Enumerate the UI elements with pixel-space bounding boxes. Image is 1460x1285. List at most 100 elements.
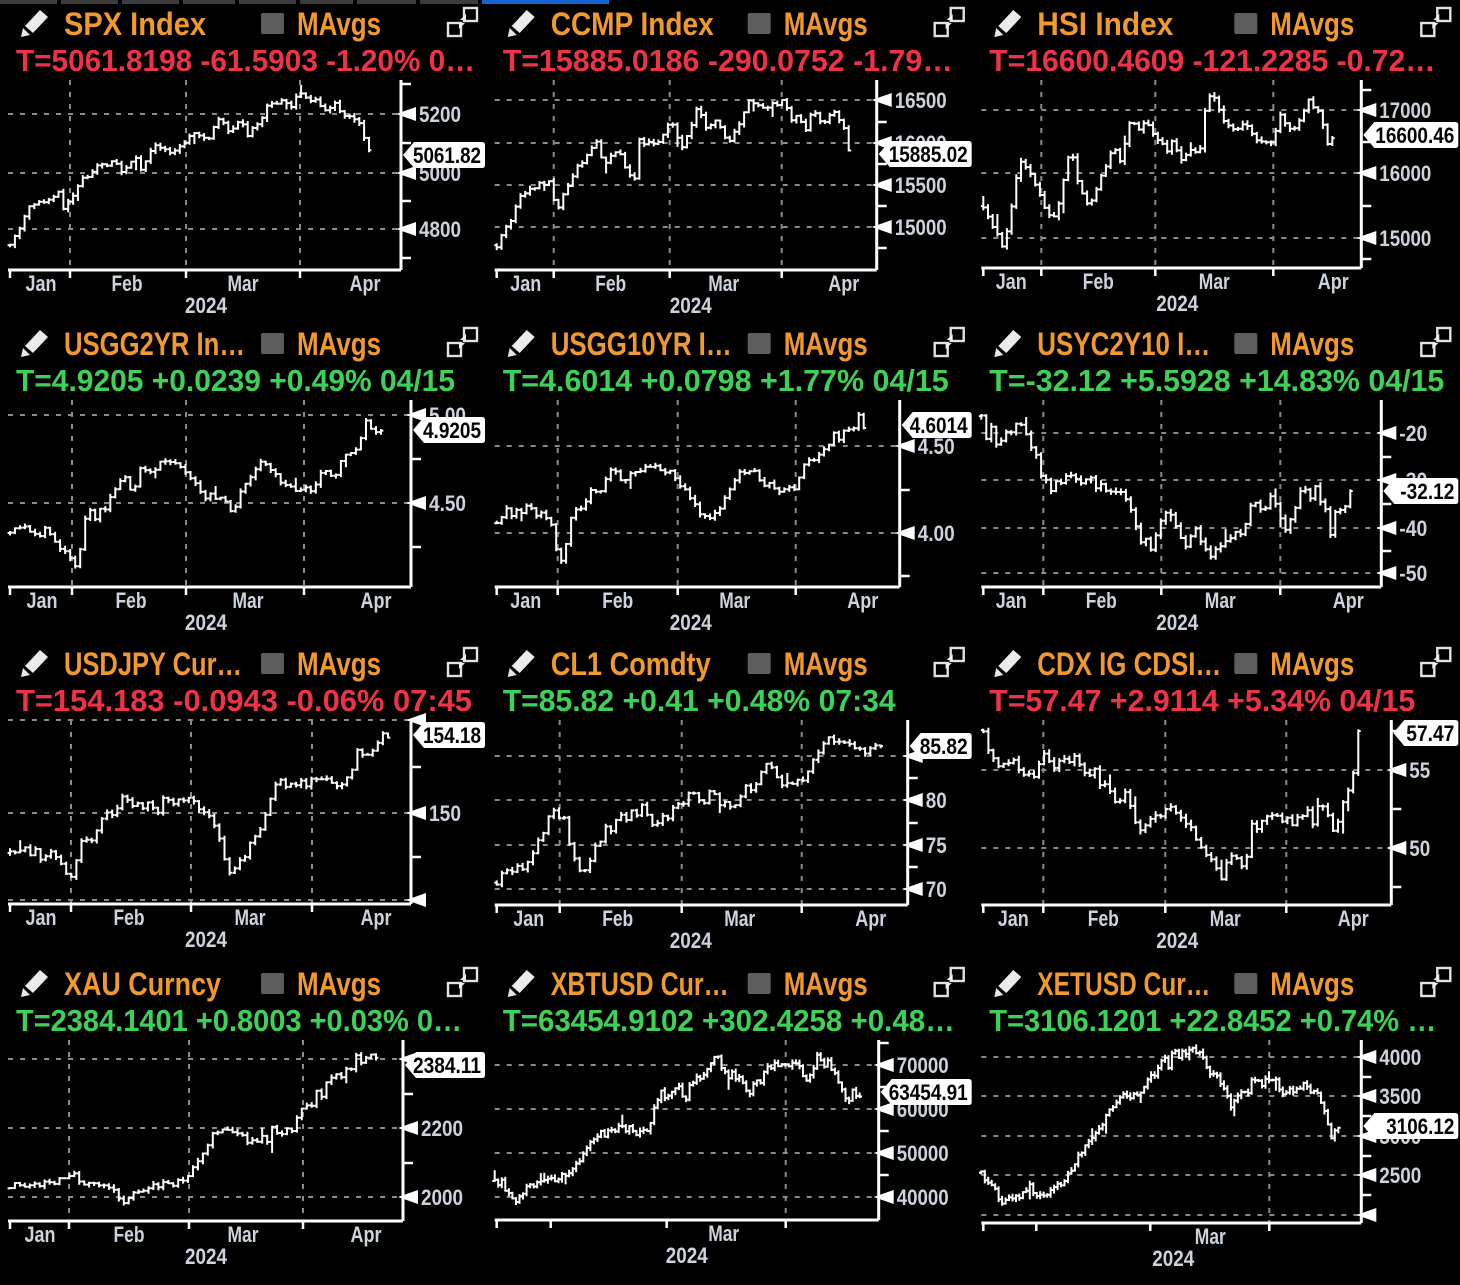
svg-text:2024: 2024 — [185, 927, 228, 952]
svg-text:4800: 4800 — [419, 217, 461, 242]
svg-text:T=85.82 +0.41 +0.48% 07:34: T=85.82 +0.41 +0.48% 07:34 — [503, 683, 897, 718]
svg-text:2024: 2024 — [670, 928, 713, 953]
svg-text:Jan: Jan — [996, 269, 1027, 294]
svg-text:MAvgs: MAvgs — [784, 326, 868, 362]
svg-text:Jan: Jan — [513, 906, 544, 931]
svg-text:-32.12: -32.12 — [1400, 479, 1454, 504]
svg-text:150: 150 — [429, 801, 461, 826]
svg-text:Apr: Apr — [350, 271, 381, 296]
svg-text:2500: 2500 — [1379, 1163, 1421, 1188]
svg-text:2024: 2024 — [1156, 928, 1199, 953]
svg-text:T=5061.8198 -61.5903 -1.20% 0…: T=5061.8198 -61.5903 -1.20% 0… — [16, 43, 475, 78]
svg-text:Apr: Apr — [361, 905, 392, 930]
svg-text:Jan: Jan — [996, 588, 1027, 613]
svg-text:70000: 70000 — [897, 1053, 949, 1078]
svg-text:XBTUSD Cur…: XBTUSD Cur… — [551, 966, 729, 1002]
svg-text:Apr: Apr — [847, 588, 878, 613]
svg-text:Mar: Mar — [228, 1222, 259, 1247]
svg-text:15000: 15000 — [1379, 226, 1431, 251]
svg-text:Feb: Feb — [114, 1222, 145, 1247]
svg-text:Jan: Jan — [26, 271, 57, 296]
svg-text:70: 70 — [926, 877, 947, 902]
svg-text:63454.91: 63454.91 — [889, 1080, 968, 1105]
svg-text:80: 80 — [926, 788, 947, 813]
svg-text:Apr: Apr — [1338, 906, 1369, 931]
svg-text:CDX IG CDSI…: CDX IG CDSI… — [1037, 646, 1221, 682]
svg-text:USDJPY Cur…: USDJPY Cur… — [64, 646, 242, 682]
svg-text:4000: 4000 — [1379, 1045, 1421, 1070]
svg-text:MAvgs: MAvgs — [297, 646, 381, 682]
svg-text:Feb: Feb — [595, 271, 626, 296]
svg-text:Feb: Feb — [1083, 269, 1114, 294]
svg-text:Apr: Apr — [351, 1222, 382, 1247]
svg-text:-20: -20 — [1399, 421, 1427, 446]
svg-text:Feb: Feb — [116, 588, 147, 613]
svg-text:57.47: 57.47 — [1406, 721, 1454, 746]
svg-text:85.82: 85.82 — [920, 734, 968, 759]
svg-text:Mar: Mar — [724, 906, 755, 931]
svg-text:5061.82: 5061.82 — [413, 143, 481, 168]
svg-text:17000: 17000 — [1379, 98, 1431, 123]
svg-text:Mar: Mar — [1199, 269, 1230, 294]
svg-text:2000: 2000 — [421, 1185, 463, 1210]
svg-text:SPX Index: SPX Index — [64, 6, 206, 42]
svg-text:Feb: Feb — [602, 906, 633, 931]
svg-text:T=-32.12 +5.5928 +14.83% 04/15: T=-32.12 +5.5928 +14.83% 04/15 — [989, 363, 1444, 398]
svg-text:2024: 2024 — [666, 1243, 709, 1268]
svg-text:USGG10YR I…: USGG10YR I… — [551, 326, 732, 362]
svg-text:Jan: Jan — [510, 588, 541, 613]
svg-text:XAU Curncy: XAU Curncy — [64, 966, 221, 1002]
svg-text:4.50: 4.50 — [918, 434, 955, 459]
svg-text:Apr: Apr — [361, 588, 392, 613]
svg-text:Mar: Mar — [708, 1221, 739, 1246]
svg-text:T=57.47 +2.9114 +5.34% 04/15: T=57.47 +2.9114 +5.34% 04/15 — [989, 683, 1415, 718]
svg-text:USGG2YR In…: USGG2YR In… — [64, 326, 245, 362]
svg-text:MAvgs: MAvgs — [784, 646, 868, 682]
svg-text:15885.02: 15885.02 — [889, 142, 968, 167]
svg-text:Mar: Mar — [708, 271, 739, 296]
svg-text:T=4.9205 +0.0239 +0.49% 04/15: T=4.9205 +0.0239 +0.49% 04/15 — [16, 363, 455, 398]
svg-text:XETUSD Cur…: XETUSD Cur… — [1037, 966, 1210, 1002]
svg-text:2024: 2024 — [670, 610, 713, 635]
svg-text:55: 55 — [1409, 758, 1430, 783]
svg-text:4.50: 4.50 — [429, 491, 466, 516]
svg-text:40000: 40000 — [897, 1185, 949, 1210]
svg-text:15500: 15500 — [895, 173, 947, 198]
svg-text:Mar: Mar — [228, 271, 259, 296]
svg-text:Jan: Jan — [998, 906, 1029, 931]
svg-text:MAvgs: MAvgs — [1270, 326, 1354, 362]
svg-text:5200: 5200 — [419, 102, 461, 127]
svg-text:MAvgs: MAvgs — [784, 966, 868, 1002]
svg-text:Feb: Feb — [602, 588, 633, 613]
svg-text:Apr: Apr — [828, 271, 859, 296]
svg-text:USYC2Y10 I…: USYC2Y10 I… — [1037, 326, 1210, 362]
svg-text:Jan: Jan — [25, 1222, 56, 1247]
svg-text:3500: 3500 — [1379, 1084, 1421, 1109]
svg-text:2024: 2024 — [185, 1244, 228, 1269]
svg-text:Mar: Mar — [719, 588, 750, 613]
svg-text:Mar: Mar — [1205, 588, 1236, 613]
svg-text:MAvgs: MAvgs — [1270, 966, 1354, 1002]
svg-text:-40: -40 — [1399, 516, 1427, 541]
svg-text:T=2384.1401 +0.8003 +0.03% 0…: T=2384.1401 +0.8003 +0.03% 0… — [16, 1003, 462, 1038]
svg-text:2024: 2024 — [1152, 1246, 1195, 1271]
svg-text:16500: 16500 — [895, 88, 947, 113]
svg-text:50000: 50000 — [897, 1141, 949, 1166]
svg-text:3106.12: 3106.12 — [1386, 1114, 1454, 1139]
svg-text:4.00: 4.00 — [918, 521, 955, 546]
svg-text:MAvgs: MAvgs — [297, 326, 381, 362]
svg-text:T=4.6014 +0.0798 +1.77% 04/15: T=4.6014 +0.0798 +1.77% 04/15 — [503, 363, 949, 398]
svg-text:-50: -50 — [1399, 561, 1427, 586]
svg-text:Jan: Jan — [510, 271, 541, 296]
svg-text:Apr: Apr — [855, 906, 886, 931]
svg-text:2384.11: 2384.11 — [413, 1053, 481, 1078]
svg-text:HSI Index: HSI Index — [1037, 6, 1173, 42]
svg-text:MAvgs: MAvgs — [1270, 646, 1354, 682]
svg-text:T=63454.9102 +302.4258 +0.48…: T=63454.9102 +302.4258 +0.48… — [503, 1003, 955, 1038]
svg-text:T=15885.0186 -290.0752 -1.79…: T=15885.0186 -290.0752 -1.79… — [503, 43, 953, 78]
svg-text:Jan: Jan — [27, 588, 58, 613]
svg-text:Mar: Mar — [1195, 1224, 1226, 1249]
svg-text:Mar: Mar — [1210, 906, 1241, 931]
svg-text:T=16600.4609 -121.2285 -0.72…: T=16600.4609 -121.2285 -0.72… — [989, 43, 1435, 78]
svg-text:T=3106.1201 +22.8452 +0.74% …: T=3106.1201 +22.8452 +0.74% … — [989, 1003, 1436, 1038]
